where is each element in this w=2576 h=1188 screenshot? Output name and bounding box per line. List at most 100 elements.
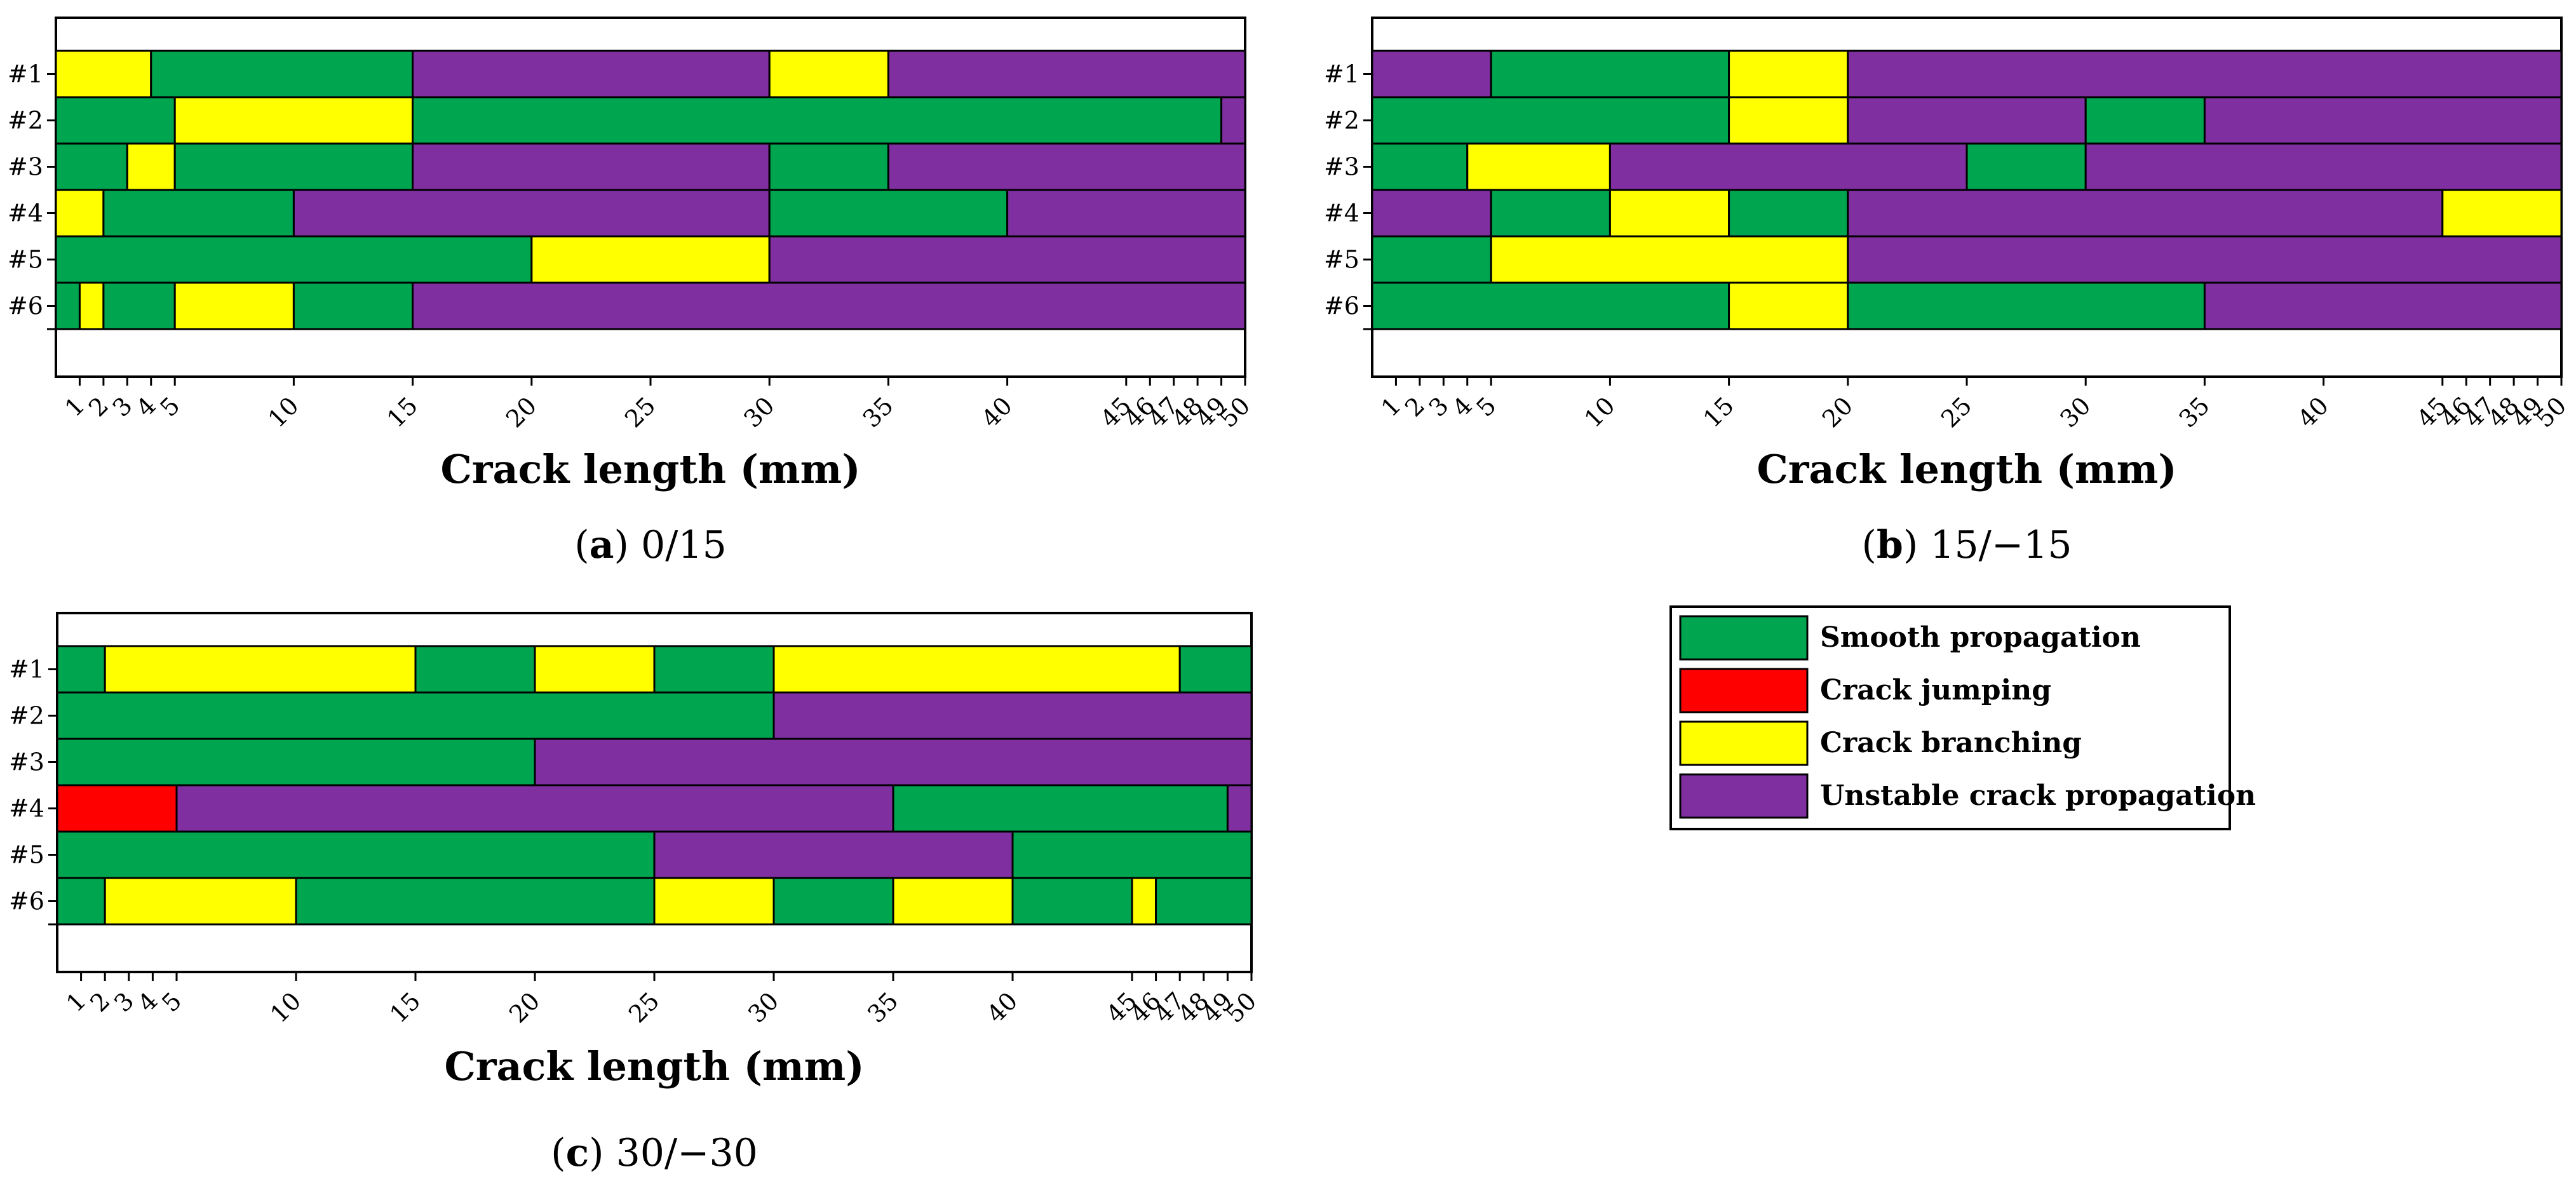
x-tick-label: 2 [1399, 391, 1430, 422]
panel-caption: (b) 15/−15 [1861, 523, 2072, 567]
x-tick-label: 15 [384, 987, 426, 1028]
x-tick-label: 20 [501, 391, 542, 433]
x-axis-label: Crack length (mm) [444, 1043, 864, 1090]
row-label: #6 [9, 888, 44, 915]
segment-bar: #3: Smooth propagation [55, 142, 128, 191]
row-label: #6 [1324, 292, 1359, 320]
x-tick-label: 30 [2054, 391, 2096, 433]
x-tick-label: 10 [265, 987, 306, 1028]
legend-swatch [1679, 773, 1809, 819]
row-label: #4 [9, 795, 44, 823]
row-label: #3 [1324, 153, 1359, 181]
segment-bar: #3: Smooth propagation [768, 142, 889, 191]
row-label: #3 [8, 153, 43, 181]
segment-bar: #5: Smooth propagation [1011, 830, 1253, 879]
segment-bar: #1: Smooth propagation [653, 645, 775, 694]
segment-bar: #2: Smooth propagation [1371, 96, 1730, 145]
panel-c-chart: #1: Smooth propagation#1: Crack branchin… [9, 612, 1262, 1175]
x-tick-label: 4 [133, 987, 163, 1017]
segment-bar: #4: Crack branching [2441, 189, 2563, 238]
segment-bar: #6: Unstable crack propagation [2203, 281, 2563, 330]
legend-label: Crack jumping [1820, 674, 2051, 706]
segment-bar: #5: Unstable crack propagation [768, 235, 1246, 284]
x-tick-label: 2 [83, 391, 114, 422]
row-label: #5 [1324, 246, 1359, 274]
x-tick-label: 35 [857, 391, 898, 433]
segment-bar: #6: Smooth propagation [292, 281, 414, 330]
segment-bar: #5: Smooth propagation [56, 830, 656, 879]
x-tick-label: 5 [156, 987, 187, 1017]
row-label: #4 [8, 199, 43, 227]
x-tick-label: 40 [976, 391, 1018, 433]
segment-bar: #1: Crack branching [1728, 50, 1849, 98]
segment-bar: #5: Unstable crack propagation [653, 830, 1014, 879]
segment-bar: #6: Crack branching [1728, 281, 1849, 330]
segment-bar: #6: Crack branching [653, 877, 775, 926]
segment-bar: #6: Smooth propagation [56, 877, 106, 926]
row-label: #1 [9, 656, 44, 684]
segment-bar: #1: Crack branching [534, 645, 656, 694]
segment-bar: #4: Smooth propagation [1728, 189, 1849, 238]
segment-bar: #4: Unstable crack propagation [1006, 189, 1246, 238]
segment-bar: #1: Unstable crack propagation [412, 50, 771, 98]
segment-bar: #2: Smooth propagation [2084, 96, 2206, 145]
x-tick-label: 10 [262, 391, 304, 433]
x-tick-label: 3 [1423, 391, 1453, 422]
segment-bar: #3: Smooth propagation [1371, 142, 1469, 191]
segment-bar: #3: Unstable crack propagation [534, 738, 1253, 786]
x-tick-label: 30 [738, 391, 779, 433]
x-tick-label: 1 [1376, 391, 1406, 422]
legend-label: Smooth propagation [1820, 621, 2141, 654]
x-tick-label: 3 [109, 987, 139, 1017]
x-tick-label: 30 [743, 987, 784, 1028]
segment-bar: #3: Unstable crack propagation [2084, 142, 2563, 191]
segment-bar: #6: Smooth propagation [1847, 281, 2206, 330]
x-tick-label: 4 [131, 391, 161, 422]
x-tick-label: 50 [2530, 391, 2572, 433]
segment-bar: #6: Crack branching [892, 877, 1014, 926]
x-tick-label: 25 [623, 987, 664, 1028]
segment-bar: #2: Unstable crack propagation [1847, 96, 2087, 145]
x-tick-label: 40 [981, 987, 1023, 1028]
segment-bar: #6: Crack branching [173, 281, 295, 330]
segment-bar: #6: Smooth propagation [102, 281, 176, 330]
segment-bar: #1: Crack branching [772, 645, 1181, 694]
row-label: #1 [8, 60, 43, 88]
segment-bar: #1: Unstable crack propagation [887, 50, 1246, 98]
segment-bar: #2: Crack branching [173, 96, 414, 145]
segment-bar: #6: Smooth propagation [1155, 877, 1253, 926]
segment-bar: #1: Crack branching [104, 645, 417, 694]
x-axis-label: Crack length (mm) [1757, 446, 2176, 492]
x-axis-label: Crack length (mm) [440, 446, 860, 492]
x-tick-label: 25 [619, 391, 661, 433]
x-tick-label: 15 [1698, 391, 1739, 433]
row-label: #2 [1324, 107, 1359, 135]
x-tick-label: 3 [107, 391, 137, 422]
segment-bar: #5: Smooth propagation [1371, 235, 1492, 284]
x-tick-label: 5 [154, 391, 185, 422]
segment-bar: #4: Smooth propagation [1490, 189, 1611, 238]
x-tick-label: 25 [1936, 391, 1977, 433]
x-tick-label: 1 [61, 987, 91, 1017]
segment-bar: #2: Unstable crack propagation [1220, 96, 1246, 145]
segment-bar: #4: Smooth propagation [768, 189, 1009, 238]
row-label: #1 [1324, 60, 1359, 88]
segment-bar: #5: Unstable crack propagation [1847, 235, 2563, 284]
segment-bar: #3: Crack branching [1466, 142, 1611, 191]
segment-bar: #4: Unstable crack propagation [292, 189, 771, 238]
segment-bar: #2: Unstable crack propagation [772, 691, 1253, 740]
segment-bar: #5: Crack branching [530, 235, 771, 284]
segment-bar: #4: Crack jumping [56, 784, 178, 833]
segment-bar: #1: Crack branching [55, 50, 152, 98]
segment-bar: #1: Crack branching [768, 50, 889, 98]
segment-bar: #4: Crack branching [55, 189, 105, 238]
segment-bar: #3: Unstable crack propagation [887, 142, 1246, 191]
x-tick-label: 4 [1447, 391, 1478, 422]
segment-bar: #4: Unstable crack propagation [1847, 189, 2444, 238]
segment-bar: #2: Unstable crack propagation [2203, 96, 2563, 145]
segment-bar: #1: Smooth propagation [1490, 50, 1730, 98]
x-tick-label: 2 [84, 987, 115, 1017]
segment-bar: #1: Smooth propagation [1178, 645, 1253, 694]
segment-bar: #4: Unstable crack propagation [1371, 189, 1492, 238]
legend-label: Unstable crack propagation [1820, 780, 2256, 812]
